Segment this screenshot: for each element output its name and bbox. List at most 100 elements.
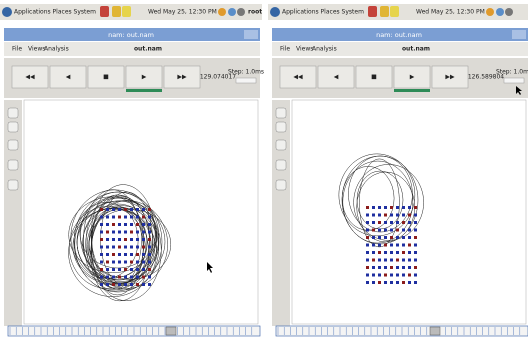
timeline-thumb[interactable] — [165, 326, 177, 336]
control-button[interactable] — [431, 65, 469, 89]
node — [130, 283, 133, 286]
node — [366, 206, 369, 209]
tool[interactable] — [7, 121, 19, 133]
node — [124, 223, 127, 226]
range-circle — [359, 158, 400, 248]
control-icon: ◀◀ — [25, 74, 35, 81]
node — [136, 245, 139, 249]
node — [408, 221, 411, 224]
node — [130, 215, 133, 219]
menu-item[interactable]: File — [280, 46, 290, 53]
user: root — [248, 9, 262, 16]
menu-item[interactable]: Views — [296, 46, 313, 53]
tool[interactable] — [7, 179, 19, 191]
control-icon: ■ — [103, 74, 109, 81]
node — [366, 221, 369, 224]
node — [124, 230, 127, 234]
control-button[interactable] — [393, 65, 431, 89]
node — [136, 215, 139, 219]
node — [130, 260, 133, 264]
node — [396, 213, 399, 217]
step: Step: 1.0ms — [496, 69, 528, 76]
tray-icon — [228, 8, 236, 16]
node — [390, 251, 393, 254]
node — [414, 266, 417, 269]
menu[interactable]: Applications Places System — [282, 9, 364, 16]
node — [378, 228, 381, 232]
node — [106, 260, 109, 264]
control-button[interactable] — [163, 65, 201, 89]
node — [408, 206, 411, 209]
node — [390, 213, 393, 217]
node — [414, 206, 417, 209]
node — [112, 268, 115, 271]
tool[interactable] — [275, 121, 287, 133]
control-button[interactable] — [11, 65, 49, 89]
node — [402, 266, 405, 269]
window-buttons[interactable] — [244, 30, 258, 39]
node — [378, 243, 381, 247]
node — [414, 251, 417, 254]
play-indicator — [126, 89, 162, 92]
node — [106, 223, 109, 226]
step-slider[interactable] — [503, 77, 525, 84]
control-button[interactable] — [355, 65, 393, 89]
node — [378, 206, 381, 209]
node — [408, 281, 411, 284]
node — [136, 275, 139, 279]
control-button[interactable] — [317, 65, 355, 89]
menu-item[interactable]: Views — [28, 46, 45, 53]
window-buttons[interactable] — [512, 30, 526, 39]
node — [130, 223, 133, 226]
tool[interactable] — [7, 139, 19, 151]
control-button[interactable] — [49, 65, 87, 89]
node — [396, 221, 399, 224]
tool[interactable] — [275, 107, 287, 119]
cursor — [516, 86, 522, 95]
tool[interactable] — [275, 159, 287, 171]
node — [390, 221, 393, 224]
menu-item[interactable]: File — [12, 46, 22, 53]
tray-icon — [368, 6, 377, 17]
timeline-thumb[interactable] — [429, 326, 441, 336]
node — [100, 208, 103, 211]
control-icon: ▶▶ — [177, 74, 187, 81]
node — [142, 283, 145, 286]
node — [366, 228, 369, 232]
step-slider[interactable] — [235, 77, 257, 84]
control-button[interactable] — [87, 65, 125, 89]
node — [408, 236, 411, 239]
tool[interactable] — [275, 179, 287, 191]
node — [396, 258, 399, 262]
node — [414, 273, 417, 277]
node — [100, 283, 103, 286]
node — [402, 273, 405, 277]
node — [378, 213, 381, 217]
node — [106, 230, 109, 234]
tool[interactable] — [275, 139, 287, 151]
node — [148, 260, 151, 264]
node — [124, 245, 127, 249]
tray-icon — [505, 8, 513, 16]
node — [142, 260, 145, 264]
node — [124, 275, 127, 279]
node — [402, 258, 405, 262]
control-button[interactable] — [279, 65, 317, 89]
tray-icon — [100, 6, 109, 17]
node — [414, 221, 417, 224]
node — [408, 258, 411, 262]
node — [130, 253, 133, 256]
node — [112, 260, 115, 264]
control-button[interactable] — [125, 65, 163, 89]
menu-item[interactable]: Analysis — [312, 46, 337, 53]
range-circle — [342, 160, 414, 244]
tool[interactable] — [7, 159, 19, 171]
menu-item[interactable]: Analysis — [44, 46, 69, 53]
node — [142, 253, 145, 256]
menu[interactable]: Applications Places System — [14, 9, 96, 16]
node — [396, 206, 399, 209]
node — [384, 221, 387, 224]
node — [396, 243, 399, 247]
tool[interactable] — [7, 107, 19, 119]
node — [366, 281, 369, 284]
